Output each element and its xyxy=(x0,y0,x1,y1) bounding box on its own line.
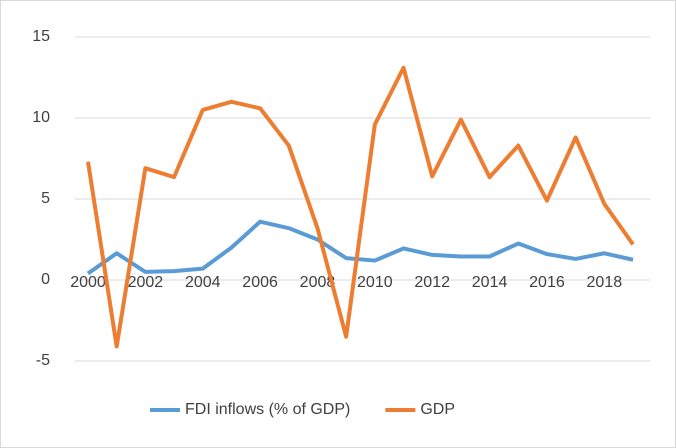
x-tick-label: 2010 xyxy=(357,274,393,291)
x-tick-label: 2000 xyxy=(70,274,106,291)
y-tick-label: 10 xyxy=(32,109,50,126)
y-tick-label: 15 xyxy=(32,28,50,45)
series-line xyxy=(86,65,635,349)
x-tick-label: 2014 xyxy=(472,274,508,291)
x-tick-label: 2016 xyxy=(529,274,565,291)
legend-label: FDI inflows (% of GDP) xyxy=(185,401,350,418)
x-tick-label: 2004 xyxy=(185,274,221,291)
x-tick-label: 2006 xyxy=(242,274,278,291)
x-tick-label: 2018 xyxy=(587,274,623,291)
y-tick-label: 5 xyxy=(41,190,50,207)
x-tick-label: 2008 xyxy=(300,274,336,291)
y-tick-label: -5 xyxy=(36,352,50,369)
series-line xyxy=(86,219,634,276)
legend-label: GDP xyxy=(420,401,455,418)
x-tick-label: 2012 xyxy=(414,274,450,291)
y-tick-label: 0 xyxy=(41,271,50,288)
x-tick-label: 2002 xyxy=(128,274,164,291)
